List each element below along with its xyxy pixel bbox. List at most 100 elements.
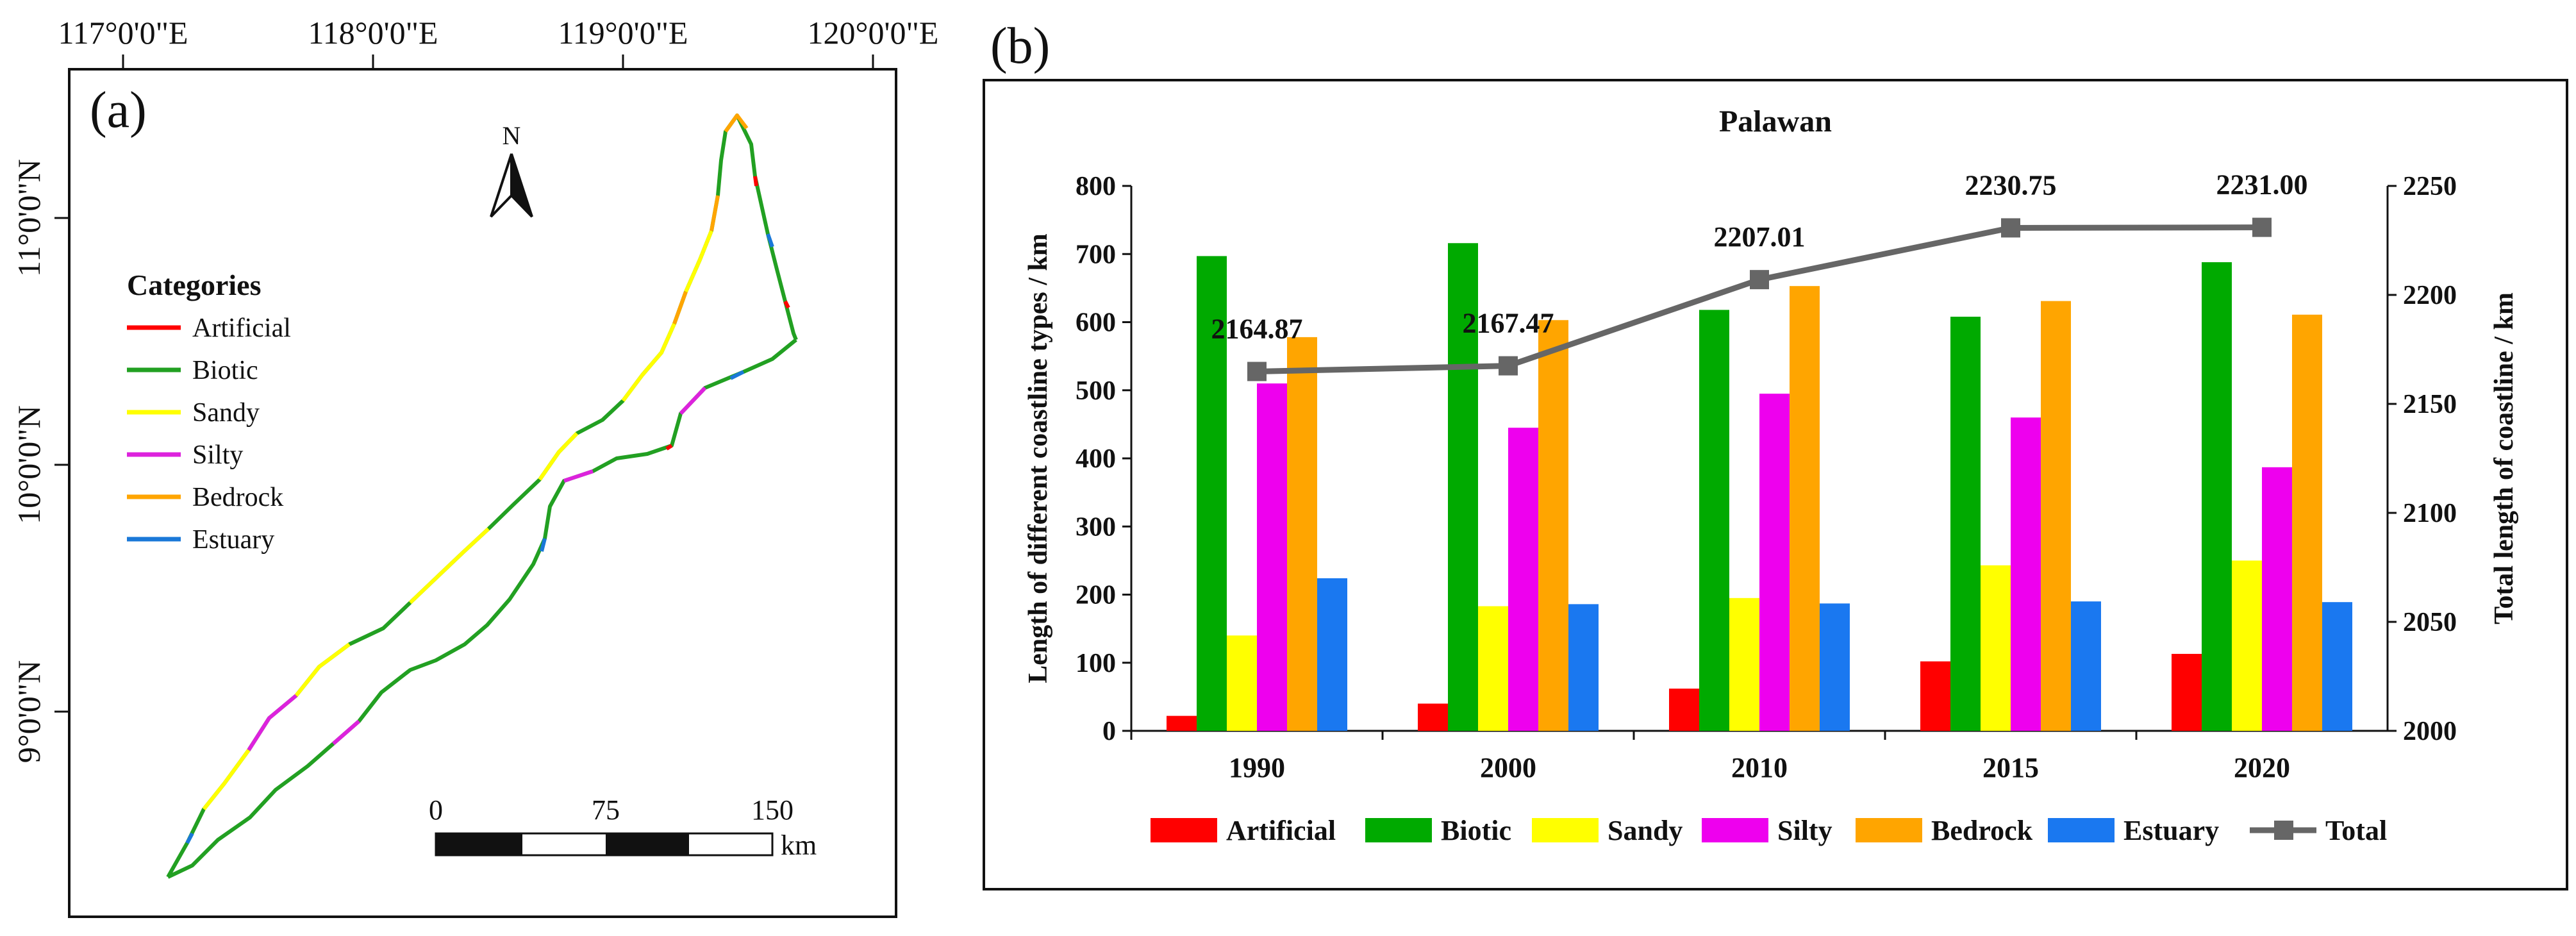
north-arrow-icon-fill <box>510 153 533 218</box>
bar-silty <box>1508 428 1538 731</box>
legend-label: Biotic <box>1441 815 1511 846</box>
map-legend: Categories Artificial Biotic Sandy Silty Bed… <box>127 269 291 555</box>
y-tick-label: 400 <box>1076 444 1116 474</box>
scale-bar: 0 75 150 km <box>429 794 817 861</box>
bar-biotic <box>2202 262 2232 731</box>
total-point <box>1750 270 1769 290</box>
map-legend-label: Biotic <box>192 356 258 385</box>
coastline-estuary <box>185 233 774 844</box>
bar-sandy <box>1227 635 1257 731</box>
legend-label: Silty <box>1777 815 1832 846</box>
y-tick-label: 600 <box>1076 308 1116 338</box>
bar-biotic <box>1950 317 1981 731</box>
x-axis-ticks: 1990 2000 2010 2015 2020 <box>1130 731 2290 783</box>
total-point <box>1499 356 1518 376</box>
y-axis-title: Length of different coastline types / km <box>1024 233 1053 683</box>
legend-swatch-silty <box>1702 818 1768 842</box>
panel-b-label: (b) <box>990 18 1050 74</box>
north-label: N <box>503 121 521 150</box>
bar-biotic <box>1448 243 1478 731</box>
coastline-silty <box>247 386 707 751</box>
map-legend-label: Artificial <box>192 313 291 343</box>
bar-sandy <box>1981 565 2011 731</box>
bar-biotic <box>1699 310 1729 731</box>
legend-swatch-estuary <box>2048 818 2115 842</box>
y-right-tick-label: 2000 <box>2403 717 2457 746</box>
lon-tick-label: 119°0'0"E <box>558 15 688 51</box>
legend-swatch-biotic <box>1365 818 1432 842</box>
map-tick-marks <box>54 54 874 713</box>
bar-estuary <box>1568 604 1599 731</box>
x-tick-label: 2000 <box>1480 752 1536 783</box>
map-frame <box>68 68 897 918</box>
bar-biotic <box>1197 256 1227 731</box>
lat-tick-label: 11°0'0"N <box>11 159 47 277</box>
x-tick-label: 2010 <box>1731 752 1788 783</box>
legend-label: Estuary <box>2123 815 2219 846</box>
total-data-label: 2231.00 <box>2216 169 2308 201</box>
lon-tick-label: 118°0'0"E <box>308 15 438 51</box>
map-legend-title: Categories <box>127 269 261 301</box>
legend-marker-total <box>2274 821 2293 840</box>
bar-artificial <box>1167 715 1197 731</box>
total-line-series: 2164.87 2167.47 2207.01 2230.75 2231.00 <box>1211 169 2308 381</box>
y-right-tick-label: 2250 <box>2403 172 2457 201</box>
legend-label: Artificial <box>1226 815 1336 846</box>
legend-label: Total <box>2325 815 2387 846</box>
y-tick-label: 700 <box>1076 240 1116 269</box>
y-tick-label: 800 <box>1076 172 1116 201</box>
north-arrow: N <box>490 121 533 218</box>
x-tick-label: 2015 <box>1982 752 2039 783</box>
bar-bedrock <box>1538 320 1568 731</box>
total-data-label: 2167.47 <box>1463 308 1554 339</box>
bar-bedrock <box>1287 337 1317 731</box>
total-point <box>2001 218 2020 238</box>
map-legend-label: Estuary <box>192 525 274 555</box>
legend-swatch-sandy <box>1532 818 1599 842</box>
coastline-sandy <box>202 230 713 810</box>
coastline-artificial <box>665 176 790 451</box>
bar-artificial <box>1920 661 1950 731</box>
bar-artificial <box>1418 703 1448 731</box>
total-data-label: 2230.75 <box>1965 169 2057 201</box>
bar-sandy <box>2232 560 2262 731</box>
panel-a: 117°0'0"E 118°0'0"E 119°0'0"E 120°0'0"E … <box>11 15 938 918</box>
y-axis-right-ticks: 2000 2050 2100 2150 2200 2250 <box>2388 172 2457 746</box>
y-axis-right-title: Total length of coastline / km <box>2489 292 2519 624</box>
y-right-tick-label: 2100 <box>2403 499 2457 528</box>
bar-series <box>1167 243 2352 731</box>
bar-artificial <box>2172 653 2202 731</box>
legend-swatch-bedrock <box>1856 818 1922 842</box>
y-right-tick-label: 2150 <box>2403 390 2457 419</box>
legend-label: Bedrock <box>1931 815 2033 846</box>
x-tick-label: 1990 <box>1229 752 1285 783</box>
bar-silty <box>1759 394 1790 731</box>
y-tick-label: 0 <box>1102 717 1116 746</box>
legend-label: Sandy <box>1608 815 1683 846</box>
bar-artificial <box>1669 689 1699 731</box>
x-tick-label: 2020 <box>2234 752 2290 783</box>
y-tick-label: 100 <box>1076 649 1116 678</box>
scale-tick-label: 0 <box>429 794 443 826</box>
y-axis-ticks: 0 100 200 300 400 500 600 700 800 <box>1076 172 1131 746</box>
bar-silty <box>1257 383 1287 731</box>
total-data-label: 2207.01 <box>1714 221 1806 253</box>
coastline-inner <box>167 338 797 879</box>
map-legend-label: Bedrock <box>192 483 283 512</box>
bar-silty <box>2262 467 2292 731</box>
bar-estuary <box>1820 603 1850 731</box>
total-point <box>1247 362 1267 381</box>
bar-silty <box>2011 417 2041 731</box>
palawan-coastline <box>166 113 798 879</box>
coastline-bedrock <box>672 113 749 325</box>
legend-swatch-artificial <box>1151 818 1217 842</box>
bar-estuary <box>1317 578 1347 731</box>
bar-bedrock <box>1790 286 1820 731</box>
total-point <box>2252 217 2272 237</box>
scale-tick-label: 150 <box>751 794 794 826</box>
map-legend-label: Silty <box>192 440 243 470</box>
chart-title: Palawan <box>1719 104 1832 138</box>
bar-sandy <box>1478 606 1508 731</box>
bar-estuary <box>2322 602 2352 731</box>
